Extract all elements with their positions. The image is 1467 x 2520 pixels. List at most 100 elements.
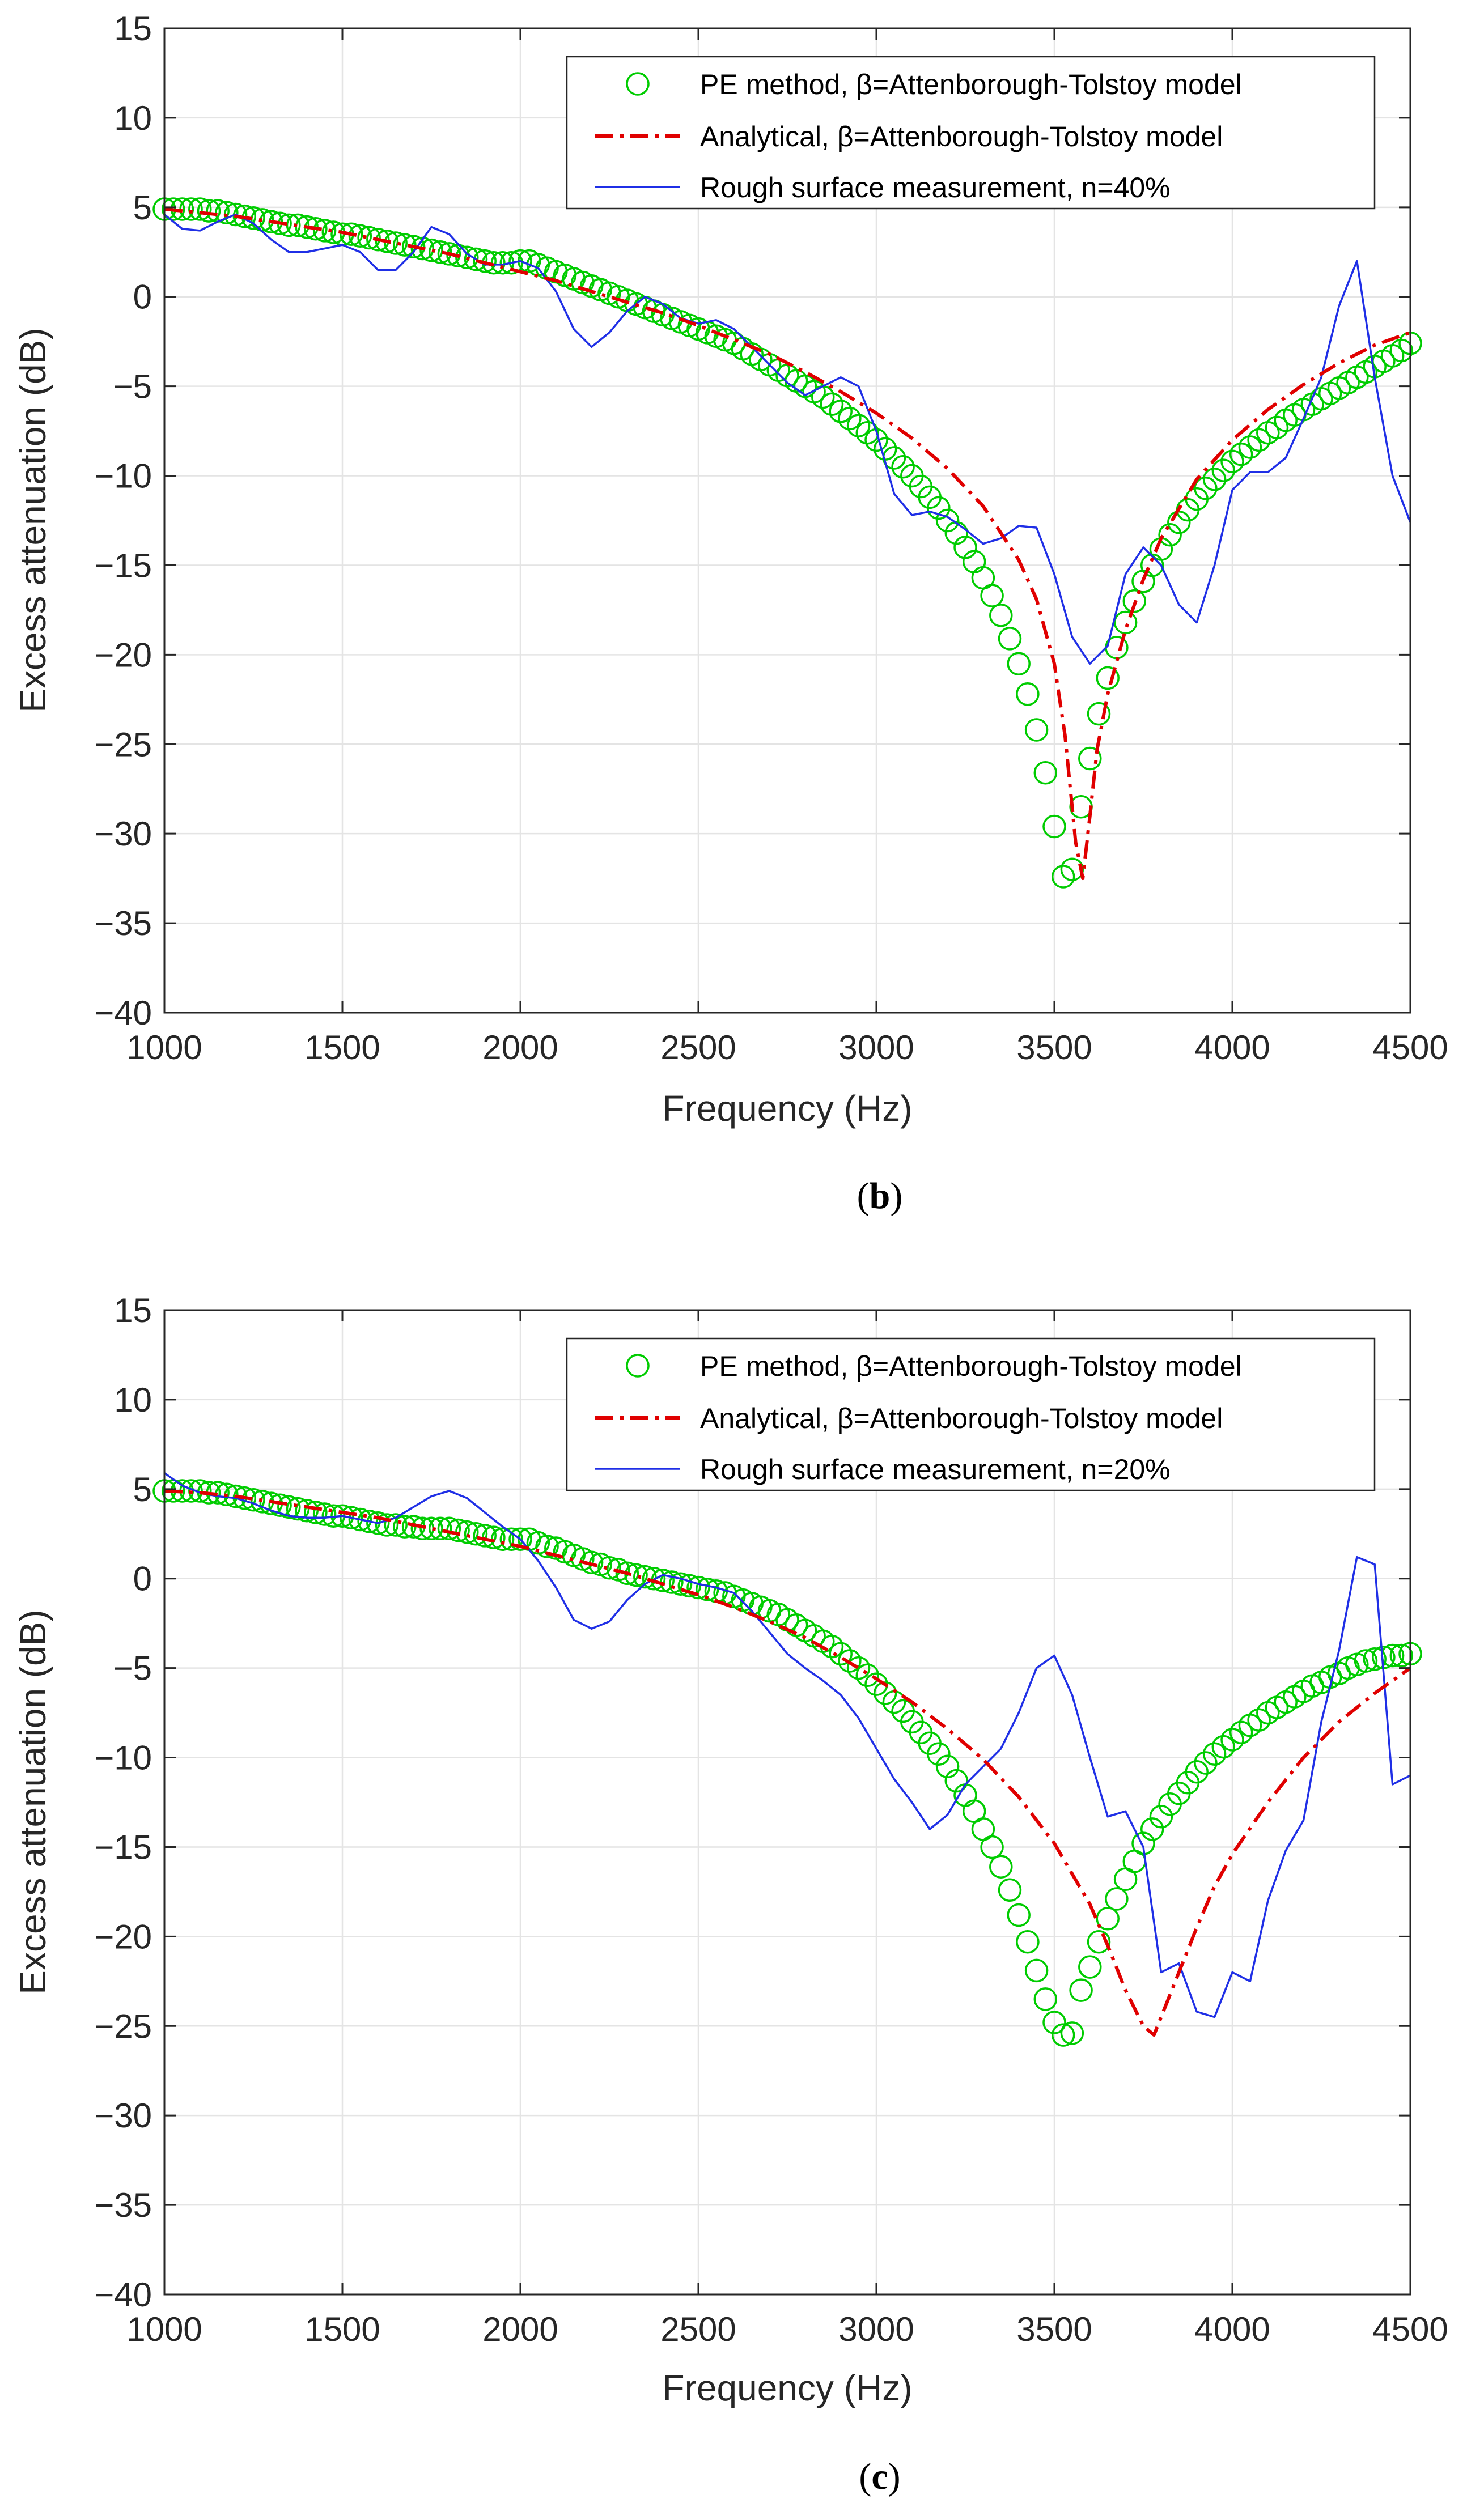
x-tick-label: 2500 xyxy=(660,1029,736,1066)
y-tick-label: 15 xyxy=(114,10,152,48)
y-tick-label: 5 xyxy=(133,1471,152,1508)
pe-data-point xyxy=(295,1498,319,1523)
pe-data-point xyxy=(855,420,880,445)
pe-data-point xyxy=(1158,523,1182,547)
y-tick-label: −30 xyxy=(94,2097,152,2135)
x-tick-label: 3000 xyxy=(838,1029,914,1066)
pe-data-point xyxy=(384,231,408,255)
pe-data-point xyxy=(535,1535,559,1558)
y-tick-label: −15 xyxy=(94,1828,152,1866)
pe-data-point xyxy=(935,508,960,533)
x-tick-label: 1500 xyxy=(304,1029,380,1066)
pe-data-point xyxy=(1238,435,1262,459)
pe-data-point xyxy=(357,226,381,250)
series-layer xyxy=(152,1472,1422,2047)
pe-data-point xyxy=(1194,1751,1218,1775)
pe-data-point xyxy=(998,1878,1022,1902)
pe-data-point xyxy=(197,199,221,223)
y-tick-label: 15 xyxy=(114,1291,152,1329)
panel-caption-c: (c) xyxy=(859,2456,900,2497)
pe-data-point xyxy=(1247,428,1271,452)
pe-data-point xyxy=(989,1855,1013,1879)
pe-data-point xyxy=(1354,1649,1378,1673)
pe-data-point xyxy=(410,236,435,261)
x-tick-label: 2500 xyxy=(660,2310,736,2348)
legend-box xyxy=(566,56,1376,210)
pe-data-point xyxy=(277,213,301,237)
plot-frame xyxy=(163,1309,1411,2296)
pe-data-point xyxy=(1087,1930,1111,1954)
x-tick-label: 1500 xyxy=(304,2310,380,2348)
measurement-series-line xyxy=(163,213,1411,665)
pe-data-point xyxy=(1220,449,1244,474)
series-layer xyxy=(152,197,1422,889)
y-tick-label: −10 xyxy=(94,1739,152,1777)
pe-data-point xyxy=(873,1681,897,1705)
pe-data-point xyxy=(829,1642,853,1666)
pe-data-point xyxy=(1247,1708,1271,1732)
pe-data-point xyxy=(312,219,337,243)
panel-letter-b: b xyxy=(870,1175,891,1217)
chart-panel-b: 1000 1500 2000 2500 3000 3500 4000 4500 15 10 5 0 −5… xyxy=(12,10,1448,1217)
pe-data-point xyxy=(1042,814,1066,839)
y-tick-label: −25 xyxy=(94,725,152,763)
pe-data-point xyxy=(375,230,399,253)
pe-data-point xyxy=(428,1516,452,1541)
pe-data-point xyxy=(1220,1728,1244,1752)
legend: PE method, β=Attenborough-Tolstoy model … xyxy=(566,56,1376,210)
pe-data-point xyxy=(1087,702,1111,726)
pe-data-point xyxy=(419,238,443,262)
pe-data-point xyxy=(1105,1887,1129,1911)
pe-data-point xyxy=(366,1511,390,1535)
y-tick-label: −10 xyxy=(94,457,152,495)
chart-panel-c: 1000 1500 2000 2500 3000 3500 4000 4500 15 10 5 0 −5… xyxy=(12,1291,1448,2497)
x-tick-label: 4500 xyxy=(1372,1029,1448,1066)
pe-data-point xyxy=(1007,1903,1031,1927)
pe-data-point xyxy=(1033,1987,1058,2011)
pe-data-point xyxy=(330,1504,354,1528)
pe-data-point xyxy=(1229,442,1253,466)
pe-data-point xyxy=(473,1524,497,1548)
analytical-series-line xyxy=(164,1489,1411,2037)
pe-data-point xyxy=(357,1509,381,1533)
pe-data-point xyxy=(375,1513,399,1537)
pe-data-point xyxy=(1042,2011,1066,2034)
pe-data-point xyxy=(1113,610,1138,635)
pe-data-point xyxy=(1024,718,1049,742)
pe-data-point xyxy=(1016,682,1040,706)
pe-data-point xyxy=(829,400,853,423)
y-tick-label: −30 xyxy=(94,815,152,853)
pe-data-point xyxy=(437,1516,461,1541)
pe-data-point xyxy=(838,406,862,431)
pe-data-point xyxy=(1363,1647,1387,1671)
pe-data-point xyxy=(846,414,871,437)
pe-data-point xyxy=(944,1769,969,1793)
pe-data-point xyxy=(1016,1930,1040,1954)
pe-data-point xyxy=(695,1577,719,1601)
pe-data-point xyxy=(1149,1805,1173,1829)
x-axis-label: Frequency (Hz) xyxy=(663,1088,913,1129)
y-tick-label: 5 xyxy=(133,189,152,227)
pe-data-point xyxy=(1211,458,1236,482)
pe-data-point xyxy=(401,235,426,259)
pe-data-point xyxy=(499,1527,524,1551)
pe-data-point xyxy=(268,211,292,235)
pe-data-point xyxy=(597,1556,621,1580)
pe-data-point xyxy=(1140,1817,1164,1841)
y-tick-label: −5 xyxy=(113,1650,152,1688)
pe-data-point xyxy=(188,197,212,221)
pe-data-point xyxy=(677,1574,702,1598)
pe-data-point xyxy=(508,1527,532,1551)
pe-data-point xyxy=(348,224,372,248)
pe-data-point xyxy=(980,1835,1004,1859)
pe-data-point xyxy=(277,1495,301,1519)
y-tick-label: 10 xyxy=(114,99,152,137)
pe-data-point xyxy=(1229,1720,1253,1745)
pe-data-point xyxy=(384,1513,408,1537)
x-tick-label: 3500 xyxy=(1016,2310,1092,2348)
measurement-series-line xyxy=(163,1472,1411,2018)
pe-data-point xyxy=(855,1663,880,1688)
pe-data-point xyxy=(1069,1978,1093,2002)
pe-data-point xyxy=(1265,415,1289,440)
pe-data-point xyxy=(668,1572,693,1596)
